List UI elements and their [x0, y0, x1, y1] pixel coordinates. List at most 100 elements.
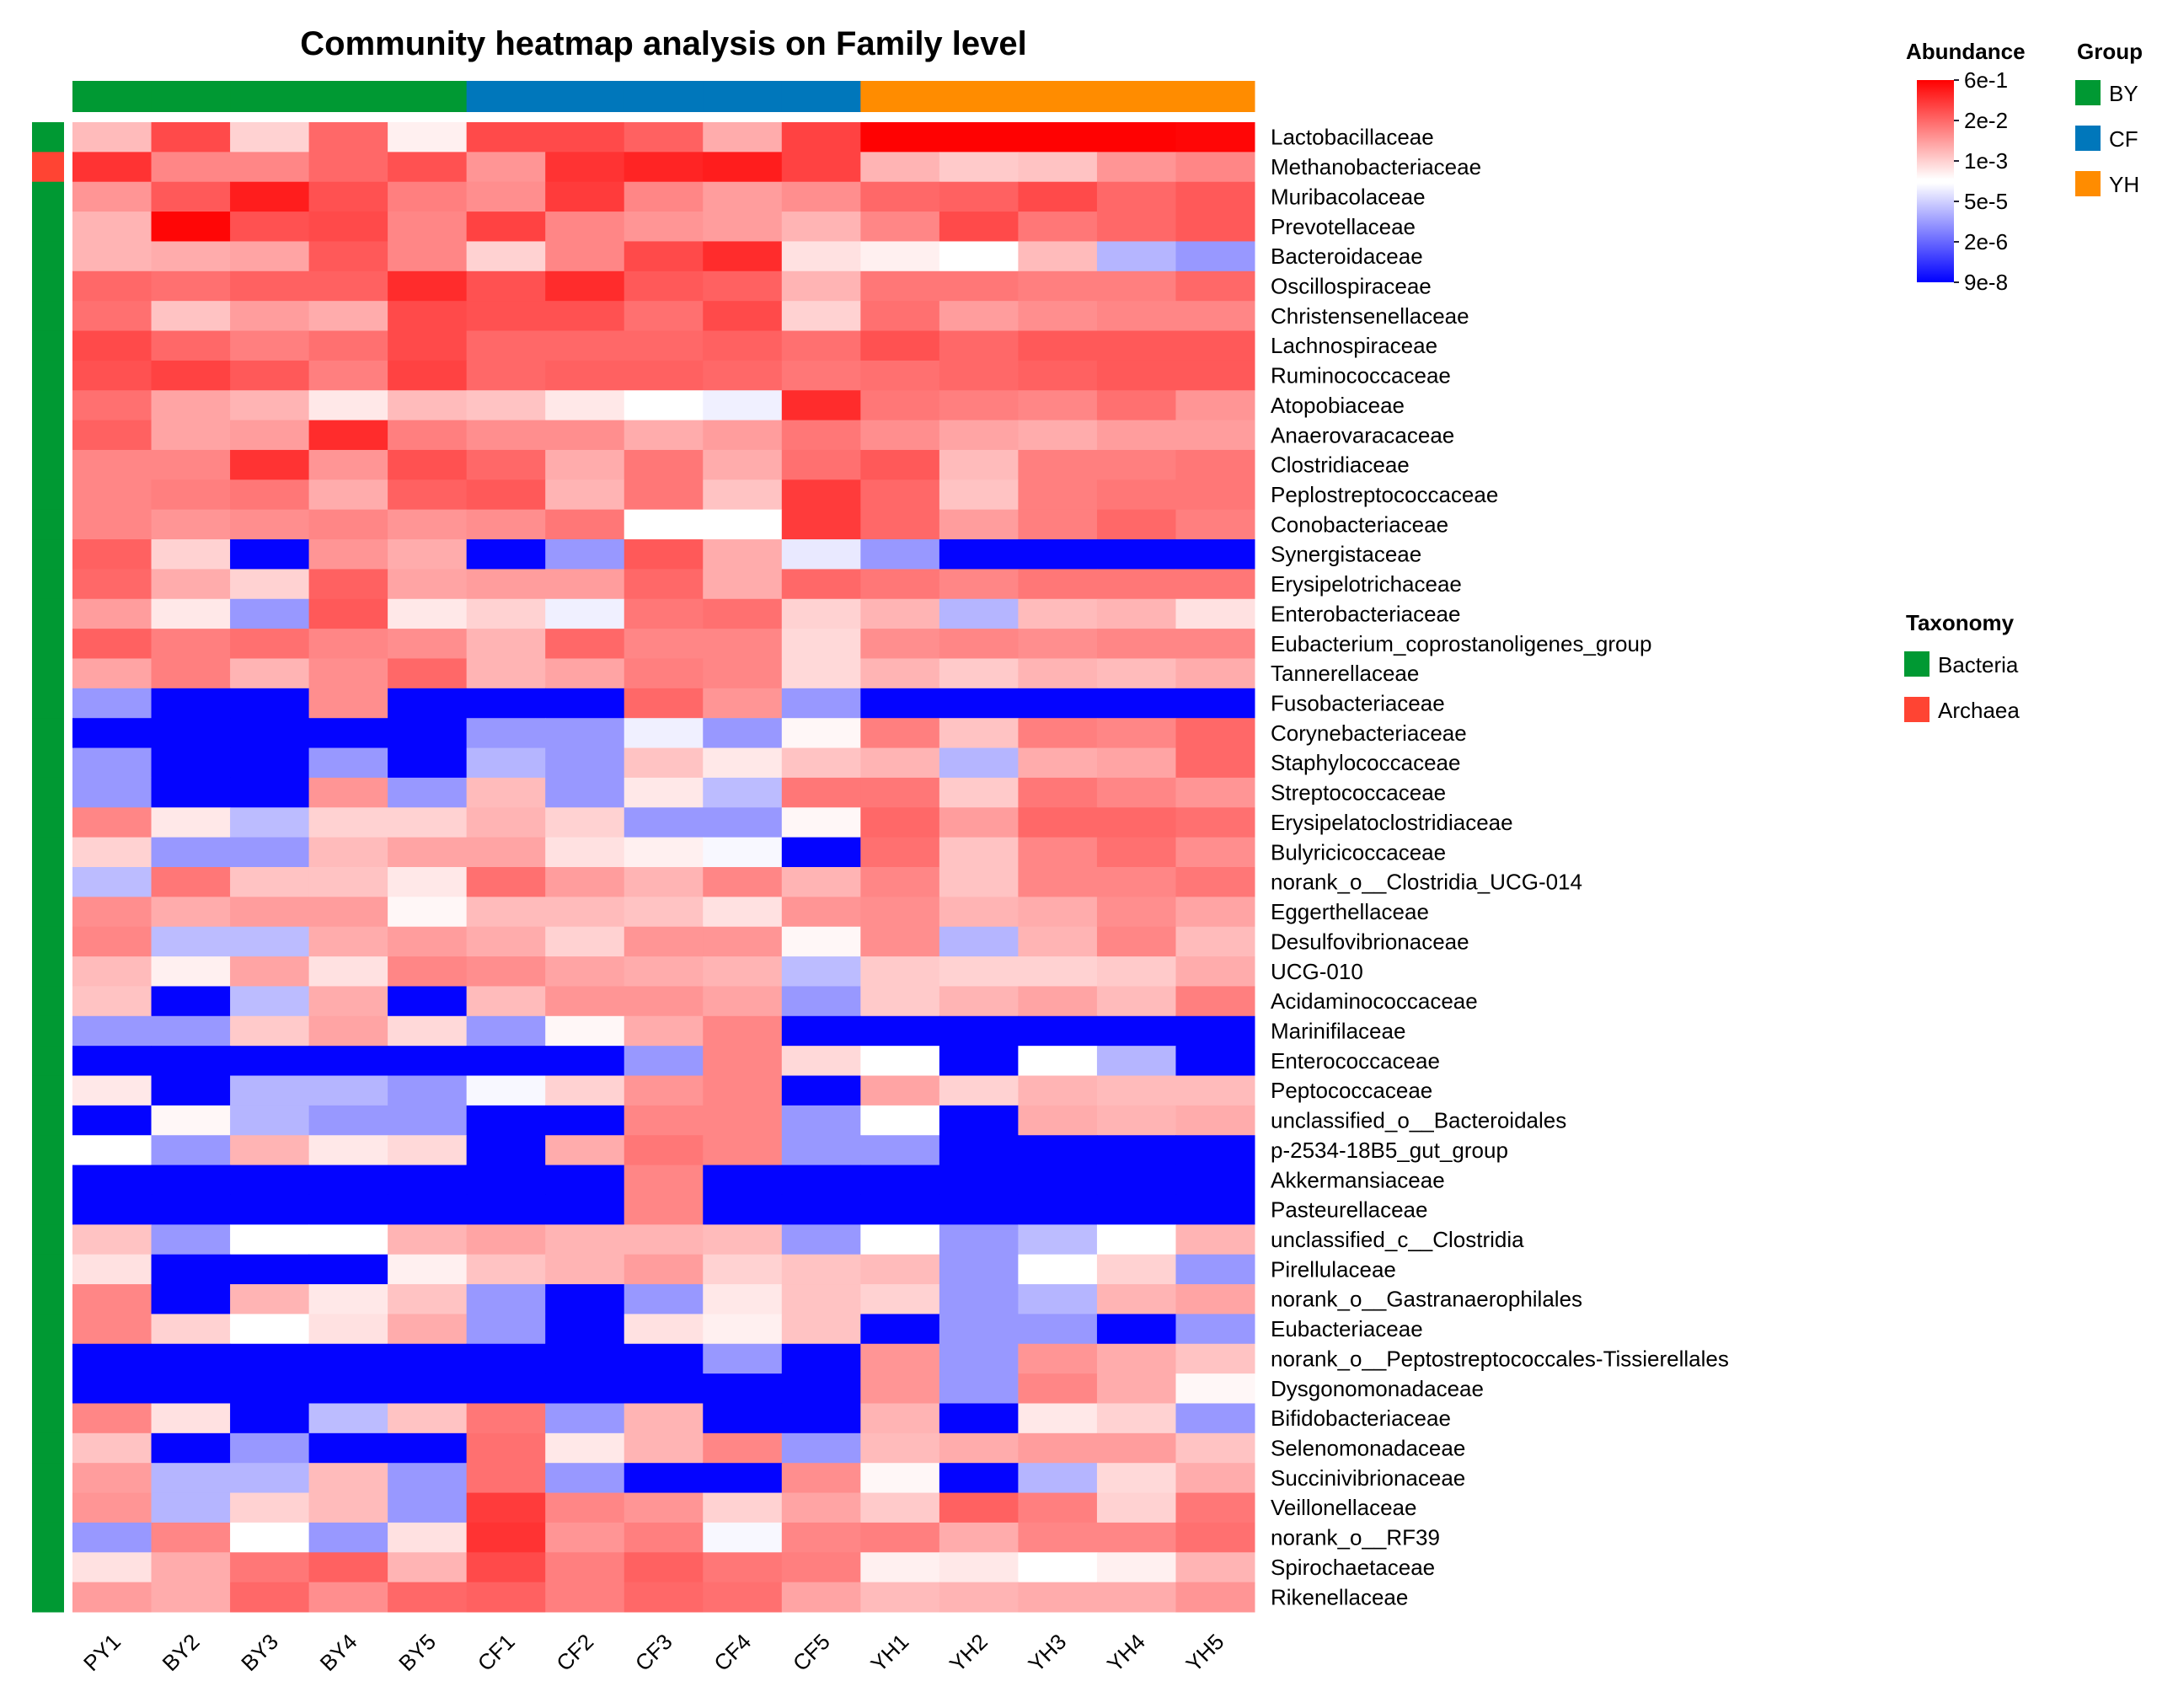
heatmap-cell — [860, 926, 940, 957]
heatmap-cell — [860, 1314, 940, 1345]
heatmap-cell — [72, 629, 153, 659]
row-label: Erysipelatoclostridiaceae — [1271, 810, 1513, 835]
heatmap-cell — [388, 1432, 468, 1464]
heatmap-cell — [781, 1582, 861, 1613]
heatmap-cell — [230, 658, 310, 689]
heatmap-cell — [230, 956, 310, 987]
heatmap-cell — [703, 1373, 783, 1404]
heatmap-cell — [308, 420, 388, 451]
group-bar-cell — [1096, 81, 1176, 112]
heatmap-cell — [781, 1105, 861, 1136]
heatmap-cell — [230, 330, 310, 361]
heatmap-cell — [388, 1194, 468, 1225]
row-label: Tannerellaceae — [1271, 661, 1419, 686]
heatmap-cell — [230, 1314, 310, 1345]
taxonomy-bar-cell — [32, 1194, 64, 1225]
heatmap-cell — [1096, 181, 1176, 212]
heatmap-cell — [72, 1015, 153, 1047]
heatmap-cell — [1096, 986, 1176, 1017]
heatmap-cell — [703, 926, 783, 957]
heatmap-cell — [545, 807, 625, 838]
heatmap-cell — [939, 1194, 1019, 1225]
heatmap-cell — [230, 301, 310, 332]
heatmap-cell — [230, 1582, 310, 1613]
group-legend-label: CF — [2109, 126, 2138, 152]
heatmap-cell — [230, 509, 310, 540]
heatmap-cell — [1018, 956, 1098, 987]
heatmap-cell — [151, 1432, 231, 1464]
heatmap-cell — [624, 390, 704, 421]
heatmap-cell — [308, 390, 388, 421]
heatmap-cell — [781, 747, 861, 779]
heatmap-cell — [388, 1015, 468, 1047]
heatmap-cell — [388, 1582, 468, 1613]
taxonomy-bar-cell — [32, 390, 64, 421]
heatmap-cell — [151, 629, 231, 659]
heatmap-cell — [466, 122, 546, 153]
heatmap-cell — [308, 1135, 388, 1166]
heatmap-cell — [1018, 777, 1098, 808]
row-label: Prevotellaceae — [1271, 214, 1416, 239]
heatmap-cell — [308, 1165, 388, 1196]
heatmap-cell — [781, 1522, 861, 1553]
heatmap-cell — [388, 211, 468, 242]
heatmap-cell — [939, 1046, 1019, 1077]
row-label: Succinivibrionaceae — [1271, 1465, 1465, 1491]
row-label: norank_o__Peptostreptococcales-Tissierel… — [1271, 1346, 1729, 1371]
heatmap-cell — [1018, 1105, 1098, 1136]
heatmap-cell — [1175, 122, 1255, 153]
heatmap-cell — [860, 897, 940, 928]
heatmap-cell — [151, 777, 231, 808]
heatmap-cell — [151, 479, 231, 511]
taxonomy-bar-cell — [32, 330, 64, 361]
heatmap-cell — [72, 867, 153, 897]
heatmap-cell — [151, 360, 231, 391]
heatmap-cell — [1175, 1015, 1255, 1047]
heatmap-cell — [72, 569, 153, 600]
heatmap-cell — [781, 777, 861, 808]
column-label: CF4 — [709, 1629, 756, 1676]
heatmap-cell — [545, 509, 625, 540]
group-bar-cell — [466, 81, 546, 112]
heatmap-cell — [545, 1165, 625, 1196]
heatmap-cell — [781, 479, 861, 511]
taxonomy-bar-cell — [32, 1105, 64, 1136]
heatmap-cell — [308, 122, 388, 153]
taxonomy-bar-cell — [32, 1135, 64, 1166]
heatmap-cell — [703, 152, 783, 183]
heatmap-cell — [624, 1522, 704, 1553]
heatmap-cell — [860, 1046, 940, 1077]
heatmap-cell — [1018, 807, 1098, 838]
heatmap-cell — [1018, 390, 1098, 421]
taxonomy-bar-cell — [32, 1582, 64, 1613]
heatmap-cell — [1018, 569, 1098, 600]
heatmap-cell — [1096, 837, 1176, 868]
taxonomy-bar-cell — [32, 658, 64, 689]
heatmap-cell — [624, 270, 704, 302]
heatmap-cell — [624, 1254, 704, 1285]
heatmap-cell — [939, 1582, 1019, 1613]
heatmap-cell — [388, 926, 468, 957]
heatmap-cell — [388, 1075, 468, 1106]
heatmap-cell — [1096, 718, 1176, 749]
heatmap-cell — [624, 1492, 704, 1523]
heatmap-cell — [388, 330, 468, 361]
heatmap-cell — [781, 1046, 861, 1077]
heatmap-cell — [860, 1165, 940, 1196]
heatmap-cell — [939, 539, 1019, 570]
heatmap-cell — [72, 211, 153, 242]
heatmap-cell — [781, 629, 861, 659]
heatmap-cell — [860, 1254, 940, 1285]
heatmap-cell — [230, 747, 310, 779]
heatmap-cell — [308, 747, 388, 779]
heatmap-cell — [1018, 479, 1098, 511]
heatmap-cell — [624, 1343, 704, 1374]
heatmap-cell — [1175, 598, 1255, 629]
heatmap-cell — [624, 1046, 704, 1077]
heatmap-cell — [703, 1522, 783, 1553]
heatmap-cell — [1175, 1105, 1255, 1136]
heatmap-cell — [939, 777, 1019, 808]
heatmap-cell — [466, 1463, 546, 1494]
heatmap-cell — [388, 509, 468, 540]
